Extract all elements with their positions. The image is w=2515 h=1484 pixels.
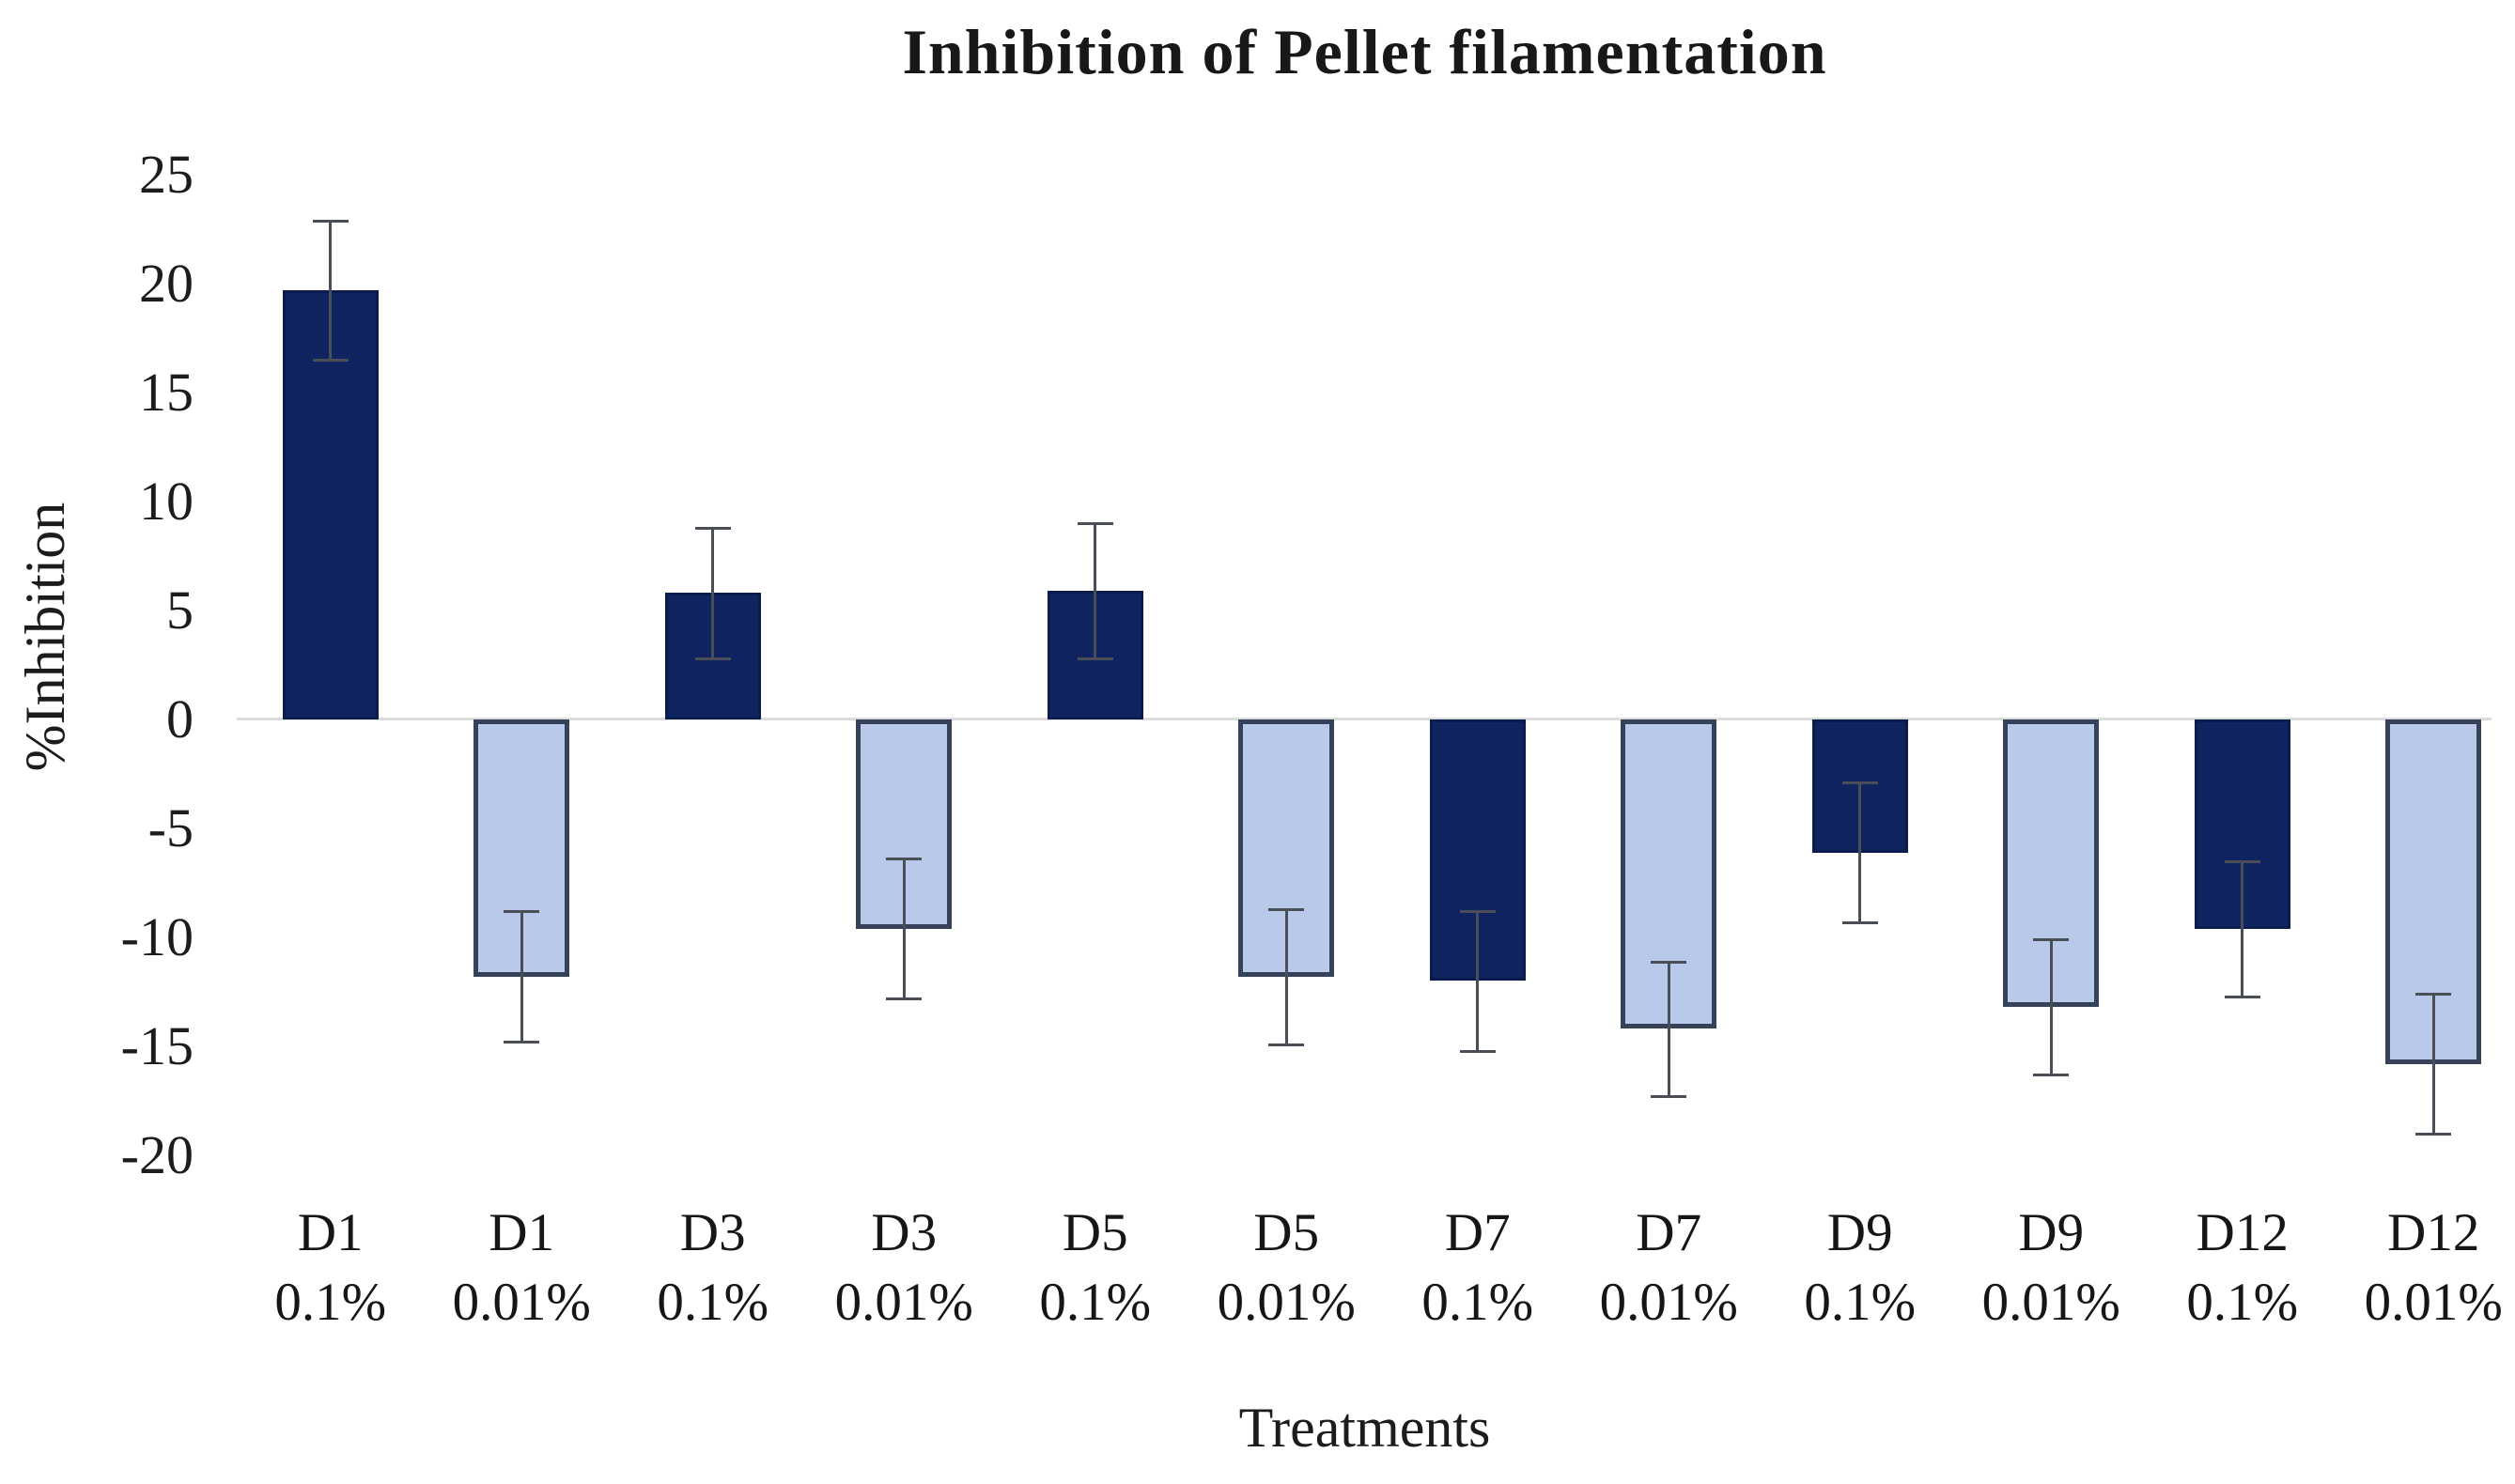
treatment-concentration: 0.01% <box>1981 1273 2120 1332</box>
y-tick-label: 20 <box>139 253 194 314</box>
y-tick-label: -10 <box>120 906 194 967</box>
chart-title: Inhibition of Pellet filamentation <box>902 16 1827 87</box>
x-category-label-d1-0.01pct: D1 0.01% <box>427 1198 618 1337</box>
x-category-label-d5-0.1pct: D5 0.1% <box>1000 1198 1191 1337</box>
treatment-name: D7 <box>1636 1203 1702 1262</box>
error-cap-bottom-d1-0.01pct <box>504 1041 540 1044</box>
x-category-label-d12-0.1pct: D12 0.1% <box>2147 1198 2338 1337</box>
treatment-concentration: 0.1% <box>657 1273 769 1332</box>
treatment-name: D5 <box>1062 1203 1128 1262</box>
error-cap-top-d9-0.1pct <box>1841 781 1878 785</box>
error-cap-bottom-d1-0.1pct <box>312 359 349 363</box>
treatment-name: D1 <box>489 1203 555 1262</box>
x-category-label-d9-0.1pct: D9 0.1% <box>1764 1198 1956 1337</box>
y-tick-label: 25 <box>139 144 194 205</box>
error-cap-bottom-d9-0.01pct <box>2033 1074 2070 1077</box>
error-bar-d9-0.1pct <box>1858 782 1862 922</box>
error-cap-bottom-d5-0.01pct <box>1268 1043 1305 1046</box>
error-cap-bottom-d3-0.1pct <box>694 657 731 661</box>
treatment-name: D9 <box>2018 1203 2085 1262</box>
treatment-name: D7 <box>1444 1203 1511 1262</box>
treatment-concentration: 0.01% <box>2364 1273 2503 1332</box>
treatment-concentration: 0.01% <box>452 1273 591 1332</box>
y-tick-label: -15 <box>120 1015 194 1076</box>
zero-gridline <box>237 718 2492 720</box>
treatment-name: D5 <box>1253 1203 1320 1262</box>
error-cap-bottom-d9-0.1pct <box>1841 920 1878 924</box>
error-bar-d1-0.01pct <box>520 911 523 1043</box>
error-bar-d3-0.01pct <box>902 858 906 998</box>
treatment-name: D3 <box>871 1203 938 1262</box>
x-category-label-d7-0.01pct: D7 0.01% <box>1574 1198 1765 1337</box>
error-cap-top-d5-0.1pct <box>1077 522 1113 526</box>
x-category-label-d12-0.01pct: D12 0.01% <box>2338 1198 2515 1337</box>
x-category-label-d7-0.1pct: D7 0.1% <box>1382 1198 1574 1337</box>
error-cap-top-d12-0.1pct <box>2224 859 2260 863</box>
error-cap-bottom-d7-0.01pct <box>1651 1095 1687 1099</box>
treatment-name: D1 <box>297 1203 364 1262</box>
error-cap-bottom-d12-0.1pct <box>2224 995 2260 998</box>
treatment-concentration: 0.1% <box>2186 1273 2299 1332</box>
error-bar-d3-0.1pct <box>711 527 715 659</box>
error-cap-top-d3-0.1pct <box>694 526 731 530</box>
treatment-concentration: 0.1% <box>1039 1273 1152 1332</box>
y-tick-label: 0 <box>166 688 194 750</box>
treatment-name: D9 <box>1826 1203 1893 1262</box>
error-bar-d12-0.1pct <box>2241 860 2244 997</box>
error-cap-top-d5-0.01pct <box>1268 907 1305 911</box>
y-tick-label: 5 <box>166 580 194 641</box>
x-category-label-d9-0.01pct: D9 0.01% <box>1956 1198 2148 1337</box>
error-bar-d7-0.01pct <box>1667 961 1670 1097</box>
error-cap-bottom-d3-0.01pct <box>886 997 923 1000</box>
error-cap-bottom-d5-0.1pct <box>1077 657 1113 661</box>
error-bar-d7-0.1pct <box>1476 911 1480 1051</box>
y-tick-label: 15 <box>139 362 194 423</box>
treatment-name: D3 <box>679 1203 746 1262</box>
treatment-concentration: 0.01% <box>1599 1273 1738 1332</box>
bar-d1-0.01pct <box>474 719 570 977</box>
x-category-label-d3-0.01pct: D3 0.01% <box>809 1198 1001 1337</box>
error-cap-top-d12-0.01pct <box>2415 993 2452 997</box>
treatment-concentration: 0.01% <box>834 1273 973 1332</box>
treatment-name: D12 <box>2387 1203 2480 1262</box>
x-axis-label: Treatments <box>1238 1397 1491 1459</box>
error-cap-top-d9-0.01pct <box>2033 938 2070 942</box>
error-cap-top-d3-0.01pct <box>886 858 923 861</box>
error-bar-d5-0.01pct <box>1284 908 1288 1044</box>
error-cap-bottom-d7-0.1pct <box>1459 1049 1496 1053</box>
treatment-concentration: 0.1% <box>1804 1273 1917 1332</box>
y-tick-label: -20 <box>120 1124 194 1185</box>
treatment-name: D12 <box>2196 1203 2289 1262</box>
x-category-label-d1-0.1pct: D1 0.1% <box>235 1198 427 1337</box>
y-tick-label: -5 <box>147 797 194 858</box>
error-cap-bottom-d12-0.01pct <box>2415 1132 2452 1136</box>
treatment-concentration: 0.1% <box>274 1273 387 1332</box>
treatment-concentration: 0.1% <box>1421 1273 1534 1332</box>
error-cap-top-d1-0.01pct <box>504 910 540 914</box>
bar-d12-0.1pct <box>2194 719 2290 929</box>
error-cap-top-d7-0.1pct <box>1459 910 1496 914</box>
y-tick-label: 10 <box>139 471 194 532</box>
error-bar-d12-0.01pct <box>2431 994 2435 1134</box>
error-bar-d1-0.1pct <box>329 220 333 361</box>
x-category-label-d5-0.01pct: D5 0.01% <box>1191 1198 1383 1337</box>
treatment-concentration: 0.01% <box>1217 1273 1356 1332</box>
x-category-label-d3-0.1pct: D3 0.1% <box>617 1198 809 1337</box>
error-cap-top-d1-0.1pct <box>312 219 349 223</box>
error-bar-d9-0.01pct <box>2049 939 2053 1075</box>
error-bar-d5-0.1pct <box>1094 523 1097 659</box>
error-cap-top-d7-0.01pct <box>1651 960 1687 964</box>
